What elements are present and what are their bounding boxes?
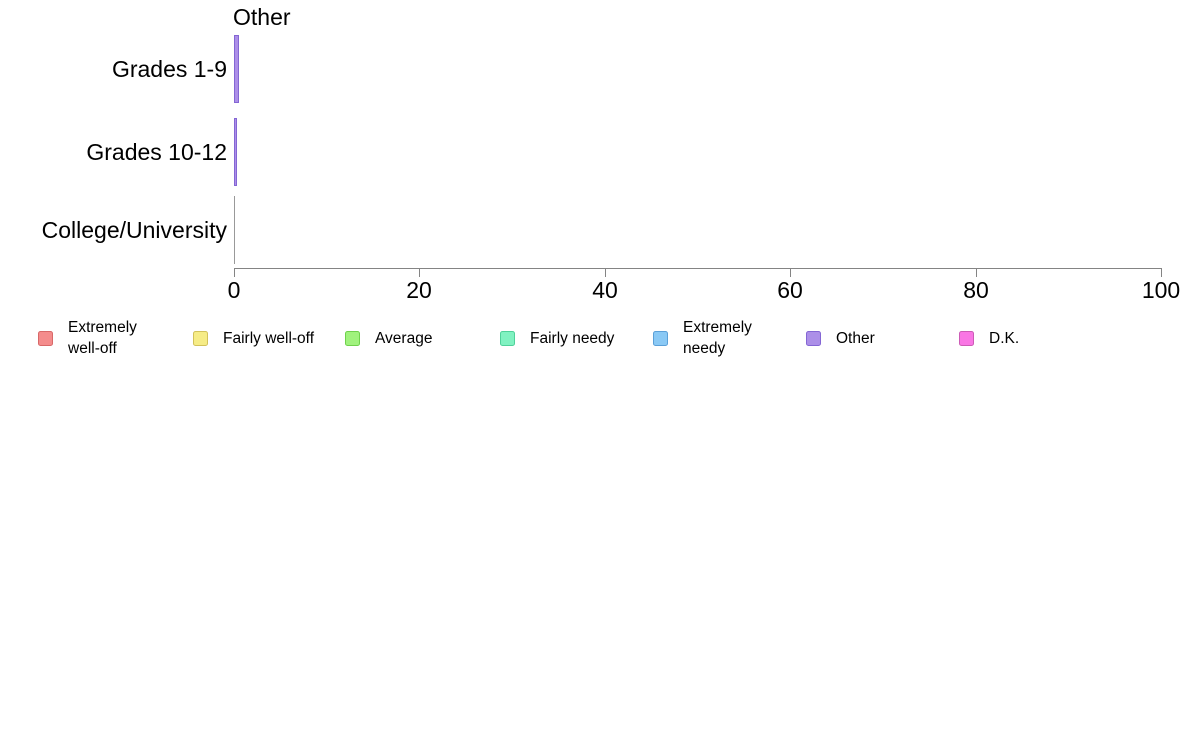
chart-title: Other <box>233 4 291 30</box>
legend-item: Extremely needy <box>653 319 752 357</box>
legend-item: Fairly needy <box>500 321 614 355</box>
legend-label: Other <box>836 329 875 347</box>
legend-item: Fairly well-off <box>193 321 314 355</box>
legend-swatch <box>193 330 208 346</box>
x-tick <box>605 268 606 277</box>
x-tick-label: 60 <box>777 277 803 303</box>
legend-item: Extremely well-off <box>38 319 137 357</box>
x-tick <box>790 268 791 277</box>
x-tick-label: 100 <box>1141 277 1181 303</box>
bar <box>234 118 237 186</box>
x-axis-line <box>234 268 1162 269</box>
legend-item: Other <box>806 321 875 355</box>
x-tick <box>234 268 235 277</box>
x-tick <box>1161 268 1162 277</box>
legend-label: Fairly well-off <box>223 329 315 347</box>
legend-swatch <box>959 330 974 346</box>
legend-swatch <box>345 330 360 346</box>
x-tick-label: 80 <box>963 277 989 303</box>
bar <box>234 196 235 264</box>
legend-swatch <box>38 330 53 346</box>
legend-label: Extremely well-off <box>68 319 137 357</box>
x-tick <box>419 268 420 277</box>
legend-label: Fairly needy <box>530 329 615 347</box>
y-axis-label: Grades 10-12 <box>86 139 227 165</box>
bar <box>234 35 239 103</box>
x-tick-label: 40 <box>592 277 618 303</box>
legend-label: Average <box>375 329 433 347</box>
legend-swatch <box>806 330 821 346</box>
y-axis-label: College/University <box>41 217 227 243</box>
x-tick-label: 20 <box>406 277 432 303</box>
legend-item: D.K. <box>959 321 1019 355</box>
x-tick-label: 0 <box>227 277 241 303</box>
x-tick <box>976 268 977 277</box>
y-axis-label: Grades 1-9 <box>111 56 227 82</box>
legend-swatch <box>500 330 515 346</box>
legend-label: Extremely needy <box>683 319 752 357</box>
legend-label: D.K. <box>989 329 1020 347</box>
legend-swatch <box>653 330 668 346</box>
legend-item: Average <box>345 321 432 355</box>
